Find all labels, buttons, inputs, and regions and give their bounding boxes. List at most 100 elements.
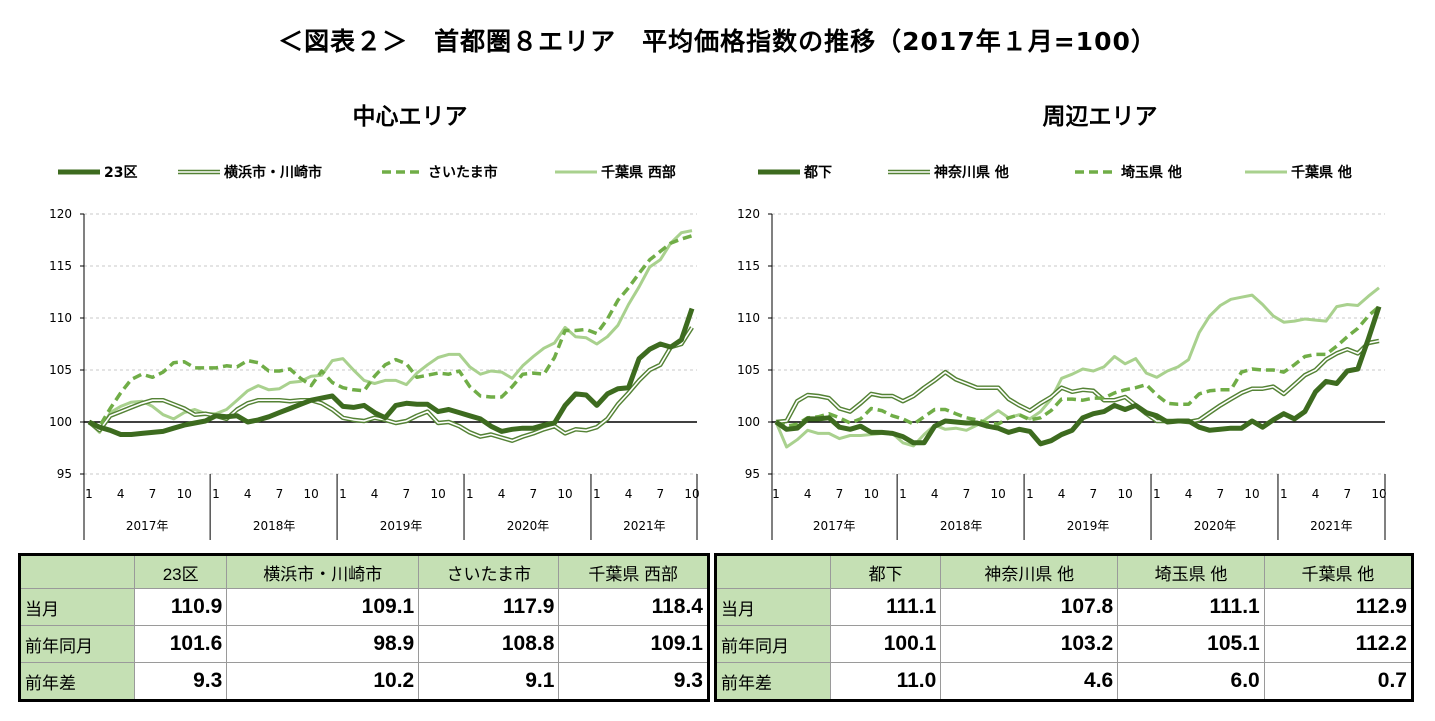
value-cell: 110.9 [133,588,228,626]
series-line-2 [775,338,1380,425]
y-tick-label: 110 [49,311,72,325]
header-cell: 埼玉県 他 [1117,554,1265,589]
x-tick-label: 7 [1216,487,1224,501]
x-tick-label: 4 [1058,487,1066,501]
x-tick-label: 4 [117,487,125,501]
x-tick-label: 10 [991,487,1006,501]
y-tick-label: 110 [737,311,760,325]
header-cell [715,554,831,589]
x-tick-label: 4 [1185,487,1193,501]
x-tick-label: 7 [1343,487,1351,501]
legend-item: 神奈川県 他 [888,164,1009,181]
x-tick-label: 4 [244,487,252,501]
legend-item: 23区 [58,165,137,181]
legend-item: 都下 [758,165,832,181]
legend-label: 都下 [803,165,832,181]
x-tick-label: 10 [1117,487,1132,501]
x-tick-label: 4 [371,487,379,501]
table-row: 前年同月 101.6 98.9 108.8 109.1 [19,625,709,663]
summary-table-central: 23区 横浜市・川崎市 さいたま市 千葉県 西部 当月 110.9 109.1 117… [18,553,710,702]
table-row: 前年差 11.0 4.6 6.0 0.7 [715,662,1414,701]
value-cell: 9.3 [133,662,228,701]
legend-item: 千葉県 他 [1245,164,1352,181]
year-label: 2020年 [507,519,550,533]
series-line-1 [87,307,695,437]
x-tick-label: 1 [339,487,347,501]
y-tick-label: 105 [737,363,760,377]
y-tick-label: 100 [49,415,72,429]
legend-label: 横浜市・川崎市 [224,164,322,181]
chart-suburban: 周辺エリア都下 神奈川県 他埼玉県 他千葉県 他95100105110115120… [737,104,1387,540]
table-header-row: 都下 神奈川県 他 埼玉県 他 千葉県 他 [715,554,1414,589]
x-tick-label: 7 [403,487,411,501]
y-tick-label: 95 [57,467,72,481]
year-label: 2017年 [813,519,856,533]
value-cell: 118.4 [558,588,709,626]
year-label: 2020年 [1194,519,1237,533]
header-cell: 横浜市・川崎市 [226,554,420,589]
value-cell: 4.6 [940,662,1119,701]
x-tick-label: 10 [1371,487,1386,501]
y-tick-label: 105 [49,363,72,377]
x-tick-label: 7 [836,487,844,501]
value-cell: 109.1 [226,588,420,626]
x-tick-label: 1 [593,487,601,501]
chart-title: 中心エリア [353,104,468,130]
header-cell: 都下 [829,554,942,589]
value-cell: 105.1 [1117,625,1265,663]
value-cell: 10.2 [226,662,420,701]
x-tick-label: 10 [430,487,445,501]
legend-item: 横浜市・川崎市 [178,164,322,181]
year-label: 2021年 [623,519,666,533]
value-cell: 0.7 [1263,662,1414,701]
x-tick-label: 7 [529,487,537,501]
header-cell [19,554,135,589]
chart-title: 周辺エリア [1043,104,1158,130]
row-label: 前年同月 [19,625,135,663]
value-cell: 111.1 [829,588,942,626]
row-label: 前年差 [715,662,831,701]
legend-label: さいたま市 [428,164,498,181]
x-tick-label: 1 [212,487,220,501]
legend-label: 千葉県 西部 [601,164,676,181]
x-tick-label: 10 [177,487,192,501]
value-cell: 108.8 [418,625,560,663]
series-line-1 [774,305,1382,447]
series-line-2-inner [775,340,1380,423]
table-row: 当月 111.1 107.8 111.1 112.9 [715,588,1414,626]
value-cell: 98.9 [226,625,420,663]
value-cell: 112.2 [1263,625,1414,663]
year-label: 2018年 [253,519,296,533]
x-tick-label: 10 [304,487,319,501]
value-cell: 9.3 [558,662,709,701]
year-label: 2019年 [380,519,423,533]
x-tick-label: 1 [899,487,907,501]
x-tick-label: 1 [772,487,780,501]
x-tick-label: 10 [864,487,879,501]
row-label: 当月 [19,588,135,626]
main-title: ＜図表２＞ 首都圏８エリア 平均価格指数の推移（2017年１月=100） [278,27,1157,56]
x-tick-label: 1 [1153,487,1161,501]
row-label: 前年同月 [715,625,831,663]
row-label: 前年差 [19,662,135,701]
value-cell: 117.9 [418,588,560,626]
header-cell: さいたま市 [418,554,560,589]
year-label: 2021年 [1310,519,1353,533]
summary-table-suburban: 都下 神奈川県 他 埼玉県 他 千葉県 他 当月 111.1 107.8 111.1 1… [714,553,1414,702]
x-tick-label: 1 [85,487,93,501]
value-cell: 107.8 [940,588,1119,626]
year-label: 2019年 [1067,519,1110,533]
x-tick-label: 10 [684,487,699,501]
x-tick-label: 1 [466,487,474,501]
legend-label: 埼玉県 他 [1121,164,1182,181]
row-label: 当月 [715,588,831,626]
value-cell: 100.1 [829,625,942,663]
legend-label: 千葉県 他 [1291,164,1352,181]
header-cell: 千葉県 他 [1263,554,1414,589]
value-cell: 111.1 [1117,588,1265,626]
y-tick-label: 115 [49,259,72,273]
header-cell: 千葉県 西部 [558,554,709,589]
x-tick-label: 4 [931,487,939,501]
